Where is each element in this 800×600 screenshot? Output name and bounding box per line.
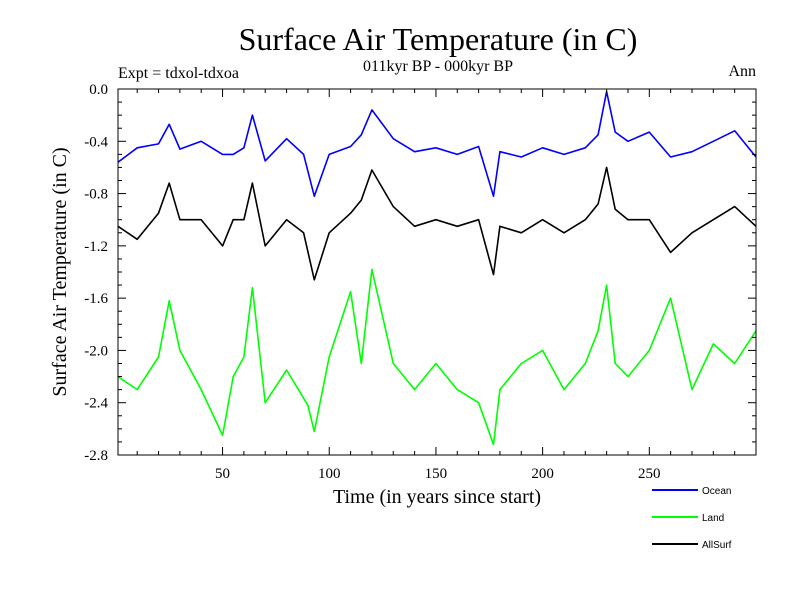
legend-label-land: Land xyxy=(702,513,724,524)
y-tick-label: -0.8 xyxy=(84,187,108,203)
axis-layer: 50 100 150 200 250 0.0 -0.4 -0.8 -1.2 -1.6 -2.0 -2.… xyxy=(84,82,756,482)
legend-label-ocean: Ocean xyxy=(702,486,731,497)
y-tick-label: 0.0 xyxy=(89,82,108,98)
season-label: Ann xyxy=(728,63,756,80)
x-tick-label: 100 xyxy=(318,466,341,482)
y-tick-label: -1.2 xyxy=(84,239,108,255)
experiment-label: Expt = tdxol-tdxoa xyxy=(118,65,239,82)
x-tick-label: 250 xyxy=(638,466,661,482)
series-line-allsurf xyxy=(117,166,757,281)
y-axis-label: Surface Air Temperature (in C) xyxy=(49,147,71,396)
y-tick-label: -0.4 xyxy=(84,134,108,150)
x-tick-label: 50 xyxy=(215,466,230,482)
x-axis-label: Time (in years since start) xyxy=(333,486,541,508)
series-layer xyxy=(117,90,757,446)
series-line-ocean xyxy=(117,90,757,197)
x-tick-label: 200 xyxy=(531,466,554,482)
series-line-land xyxy=(117,268,757,446)
chart-title: Surface Air Temperature (in C) xyxy=(239,21,638,57)
y-tick-label: -2.0 xyxy=(84,343,108,359)
y-tick-label: -2.8 xyxy=(84,448,108,464)
legend: Ocean Land AllSurf xyxy=(652,486,732,551)
x-tick-label: 150 xyxy=(425,466,448,482)
y-tick-label: -1.6 xyxy=(84,291,108,307)
y-tick-label: -2.4 xyxy=(84,396,108,412)
chart-subtitle: 011kyr BP - 000kyr BP xyxy=(363,58,513,75)
legend-label-allsurf: AllSurf xyxy=(702,540,732,551)
